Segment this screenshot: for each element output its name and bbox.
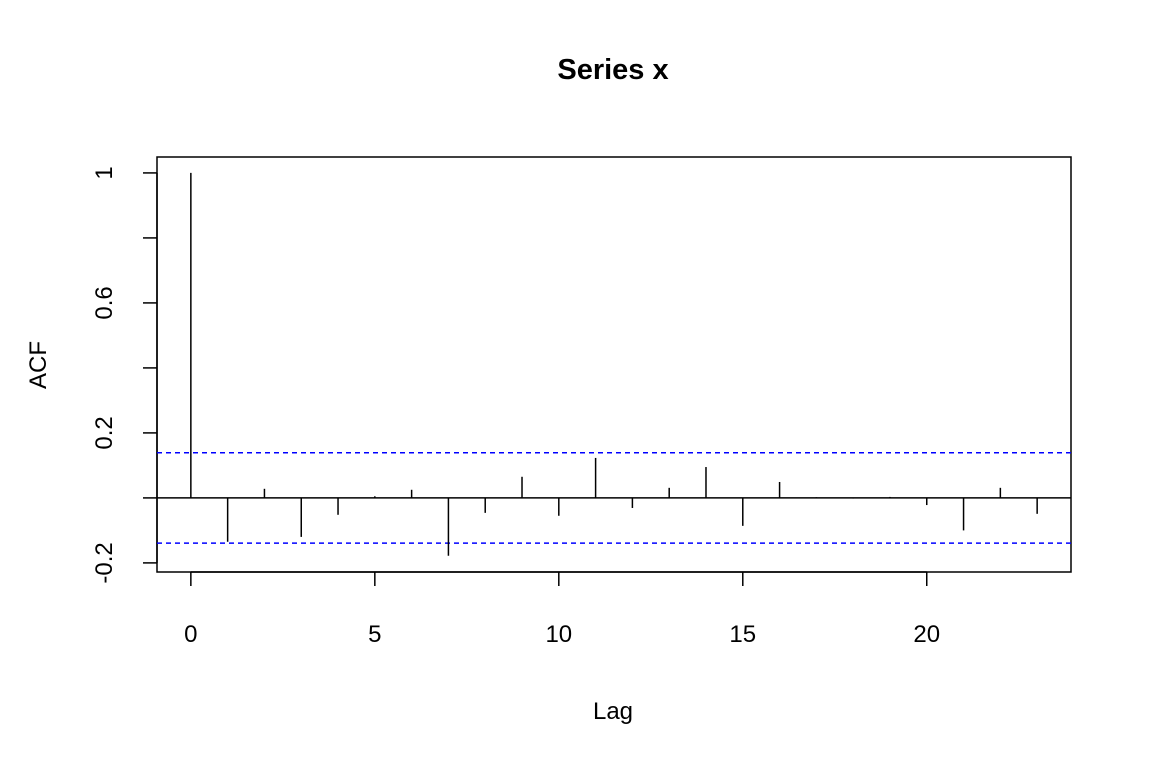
x-tick-label: 10	[545, 621, 572, 648]
y-tick-label: -0.2	[91, 542, 118, 583]
x-tick-label: 20	[913, 621, 940, 648]
x-tick-label: 15	[729, 621, 756, 648]
y-tick-label: 0.6	[91, 286, 118, 319]
y-tick-label: 0.2	[91, 416, 118, 449]
plot-frame	[156, 156, 1072, 573]
y-axis-label: ACF	[25, 341, 52, 389]
y-tick-label: 1	[91, 166, 118, 179]
x-tick-label: 5	[368, 621, 381, 648]
x-tick-label: 0	[184, 621, 197, 648]
chart-title: Series x	[557, 54, 668, 86]
x-axis-label: Lag	[593, 698, 633, 725]
